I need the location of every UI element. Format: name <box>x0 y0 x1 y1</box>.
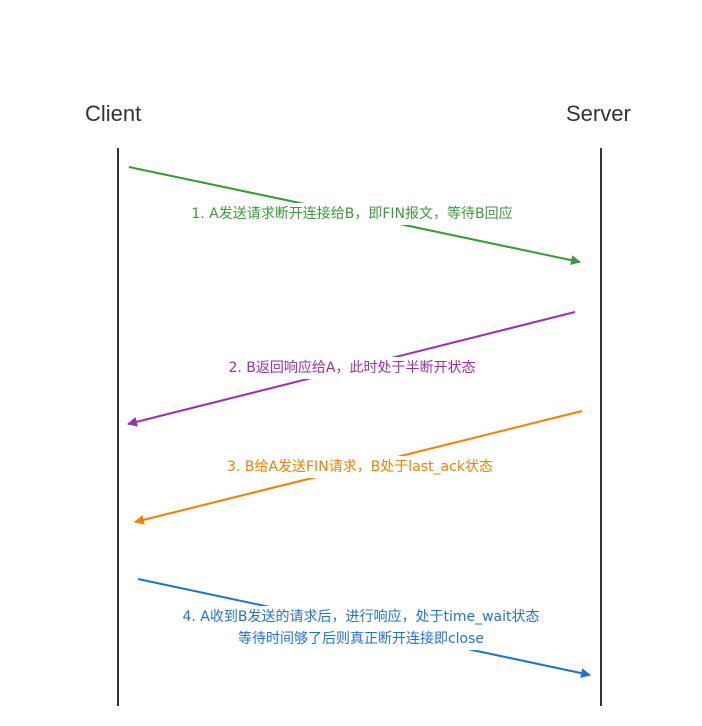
server-label: Server <box>566 101 631 126</box>
message-label-2: 2. B返回响应给A，此时处于半断开状态 <box>226 357 478 379</box>
message-label-4-line-1: 4. A收到B发送的请求后，进行响应，处于time_wait状态 <box>182 609 540 625</box>
message-label-4-line-2: 等待时间够了后则真正断开连接即close <box>237 631 485 647</box>
client-label: Client <box>85 101 142 126</box>
message-label-1: 1. A发送请求断开连接给B，即FIN报文，等待B回应 <box>189 203 515 225</box>
message-label-3: 3. B给A发送FIN请求，B处于last_ack状态 <box>225 456 495 478</box>
message-label-4: 4. A收到B发送的请求后，进行响应，处于time_wait状态 等待时间够了后… <box>180 606 542 650</box>
